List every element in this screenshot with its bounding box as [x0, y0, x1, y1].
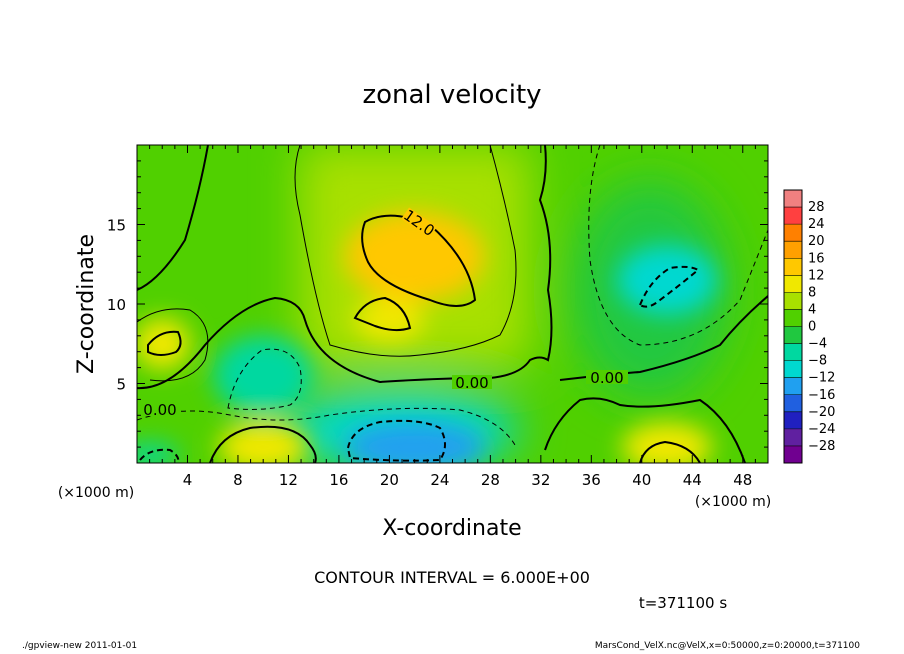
- x-axis-label: X-coordinate: [382, 516, 521, 541]
- x-tick-label: 20: [380, 471, 399, 489]
- footer-left: ./gpview-new 2011-01-01: [22, 641, 138, 651]
- contour-zero-d: [544, 397, 746, 463]
- colorbar-swatch: [784, 241, 802, 259]
- contour-zero-a: [137, 145, 209, 291]
- x-unit-label-right: (×1000 m): [695, 494, 771, 510]
- field-feature: [218, 422, 309, 463]
- colorbar-label: 28: [808, 200, 825, 215]
- colorbar-swatch: [784, 411, 802, 429]
- contour-neg-corner: [139, 448, 180, 463]
- colorbar-label: −16: [808, 388, 835, 403]
- field-feature: [137, 317, 191, 370]
- colorbar-label: −20: [808, 405, 835, 420]
- contour-zero-e: [209, 425, 317, 463]
- colorbar-label: −4: [808, 337, 827, 352]
- contour-thin-3: [137, 308, 209, 382]
- colorbar-label: −12: [808, 371, 835, 386]
- colorbar-swatch: [784, 190, 802, 208]
- colorbar-label: 24: [808, 217, 825, 232]
- colorbar-swatch: [784, 258, 802, 276]
- y-axis: 5 10 15: [107, 160, 768, 448]
- x-tick-label: 40: [632, 471, 651, 489]
- colorbar-swatch: [784, 292, 802, 310]
- colorbar-label: 4: [808, 302, 816, 317]
- colorbar-swatch: [784, 428, 802, 446]
- x-tick-label: 28: [481, 471, 500, 489]
- contour-label-bg-12: [401, 207, 437, 239]
- field-feature: [622, 422, 713, 463]
- field-feature: [344, 211, 485, 302]
- colorbar-label: −24: [808, 422, 835, 437]
- x-tick-label: 12: [279, 471, 298, 489]
- colorbar-label: 8: [808, 285, 816, 300]
- contour-neg-bottom: [346, 419, 446, 462]
- x-tick-label: 4: [183, 471, 193, 489]
- field-feature: [213, 335, 314, 416]
- contour-thin-2: [588, 145, 768, 346]
- y-axis-label: Z-coordinate: [74, 234, 99, 374]
- field-feature: [137, 443, 180, 463]
- field-feature: [354, 297, 425, 342]
- x-tick-label: 16: [329, 471, 348, 489]
- contour-label-bg-0a: [140, 402, 180, 416]
- colorbar-swatch: [784, 309, 802, 327]
- contour-neg-left: [227, 348, 302, 410]
- x-tick-label: 32: [531, 471, 550, 489]
- x-tick-label: 8: [233, 471, 243, 489]
- y-tick-label: 15: [107, 217, 126, 235]
- colorbar-label: 12: [808, 268, 825, 283]
- x-tick-label: 48: [733, 471, 752, 489]
- colorbar-label: 0: [808, 320, 816, 335]
- contour-6-upper: [353, 296, 412, 332]
- colorbar-swatch: [784, 394, 802, 412]
- colorbar-label: −8: [808, 354, 827, 369]
- colorbar-swatch: [784, 343, 802, 361]
- contour-left: [147, 330, 182, 356]
- contour-neg-right: [638, 265, 700, 308]
- x-tick-label: 24: [430, 471, 449, 489]
- colorbar-swatch: [784, 326, 802, 344]
- colorbar-swatch: [784, 445, 802, 463]
- footer-right: MarsCond_VelX.nc@VelX,x=0:50000,z=0:2000…: [594, 641, 860, 651]
- y-tick-label: 5: [116, 376, 126, 394]
- contour-interval-text: CONTOUR INTERVAL = 6.000E+00: [314, 568, 590, 587]
- chart-title: zonal velocity: [362, 80, 541, 110]
- contour-label-bg-0c: [586, 370, 628, 384]
- time-text: t=371100 s: [639, 594, 727, 612]
- contour-pos-bottom-right: [639, 440, 701, 463]
- contour-thin-4: [137, 407, 516, 446]
- x-tick-label: 44: [683, 471, 702, 489]
- field-blobs: [137, 211, 718, 463]
- contour-label-zero-right: 0.00: [590, 369, 623, 387]
- x-axis: 4 8 12 16 20 24 28 32 36 40 44 48: [149, 145, 756, 489]
- colorbar: 28 24 20 16 12 8 4 0 −4 −8 −12 −16 −20 −24 −28: [783, 189, 835, 464]
- colorbar-label: 20: [808, 234, 825, 249]
- colorbar-swatch: [784, 275, 802, 293]
- x-tick-label: 36: [582, 471, 601, 489]
- contour-label-bg-0b: [452, 375, 492, 389]
- field-feature: [617, 245, 718, 316]
- plot-area: [137, 145, 768, 463]
- colorbar-swatch: [784, 377, 802, 395]
- colorbar-swatch: [784, 207, 802, 225]
- colorbar-label: −28: [808, 439, 835, 454]
- x-unit-label-left: (×1000 m): [58, 485, 134, 501]
- contour-thin-1: [294, 145, 517, 357]
- colorbar-swatch: [784, 360, 802, 378]
- colorbar-label: 16: [808, 251, 825, 266]
- colorbar-swatch: [784, 224, 802, 242]
- y-tick-label: 10: [107, 296, 126, 314]
- contour-label-zero-left: 0.00: [143, 401, 176, 419]
- field-feature: [344, 422, 485, 463]
- contour-label-zero-mid: 0.00: [455, 374, 488, 392]
